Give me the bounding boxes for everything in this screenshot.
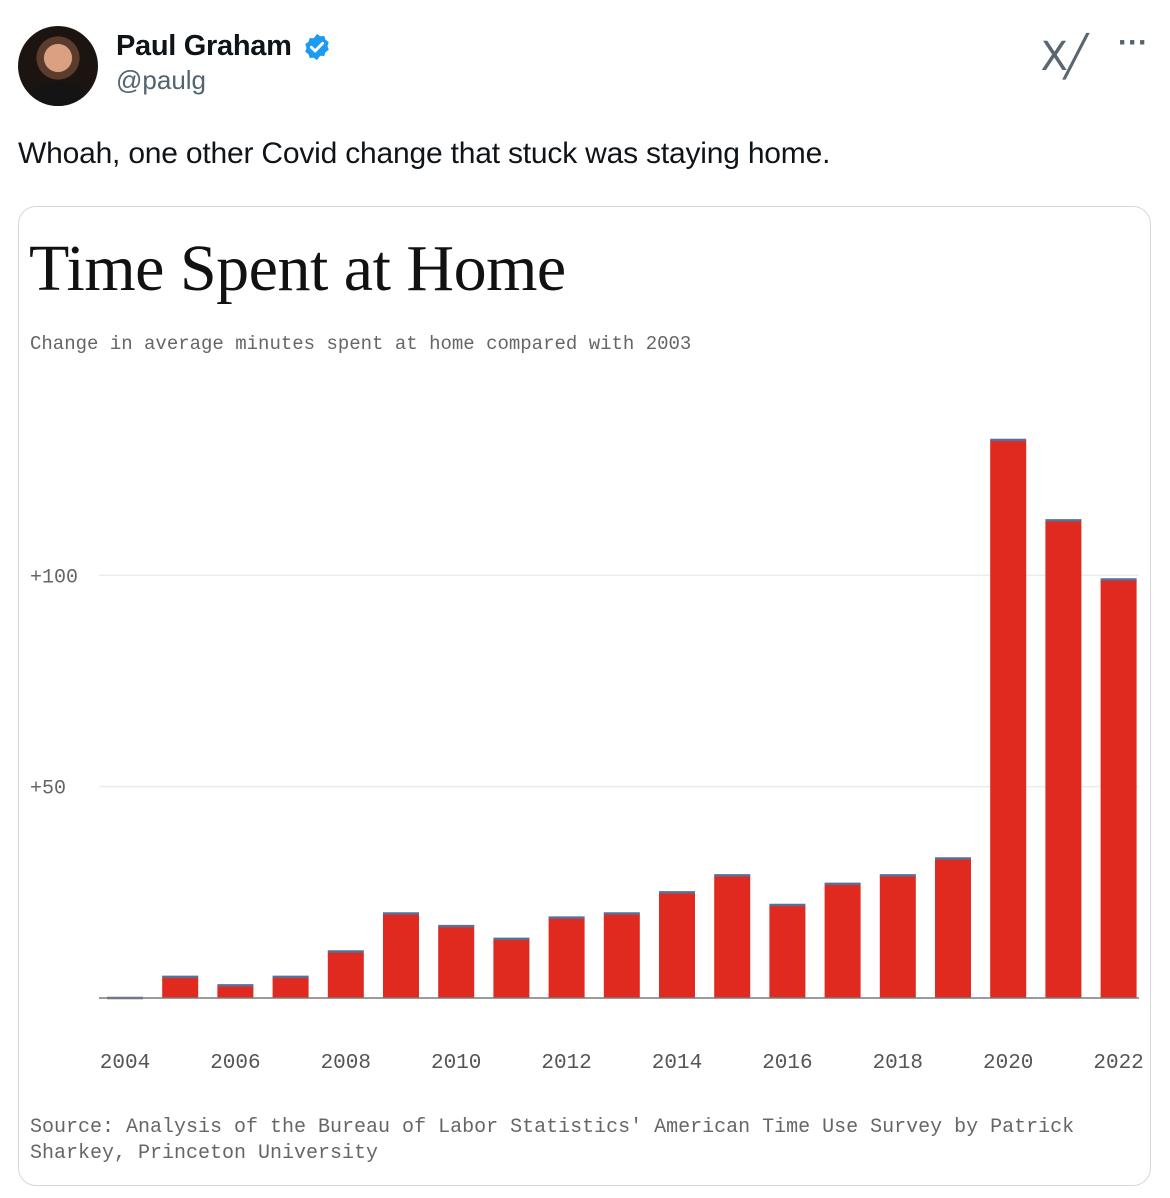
x-tick-label: 2008 [321, 1052, 371, 1075]
x-tick-label: 2016 [762, 1052, 812, 1075]
bar [659, 892, 695, 998]
x-tick-label: 2018 [873, 1052, 923, 1075]
bar [217, 985, 254, 998]
chart-title: Time Spent at Home [29, 232, 566, 305]
bar [383, 913, 419, 998]
bar [603, 913, 640, 998]
bar [548, 917, 585, 998]
y-tick-label: +100 [30, 566, 78, 589]
tweet-header: Paul Graham @paulg X╱ ··· [18, 24, 1152, 110]
verified-badge-icon [305, 33, 329, 60]
x-logo-icon[interactable]: X╱ [1040, 34, 1089, 80]
bar [493, 938, 530, 998]
bar [714, 875, 751, 998]
tweet-text: Whoah, one other Covid change that stuck… [18, 137, 831, 170]
author-handle[interactable]: @paulg [116, 65, 207, 95]
bar-chart: +50 +100 2004 2006 2008 2010 2012 2014 2016 2018 2… [30, 438, 1144, 1075]
bar [438, 926, 475, 998]
more-options-icon[interactable]: ··· [1118, 26, 1148, 59]
avatar[interactable] [18, 26, 98, 106]
bar [824, 883, 861, 998]
bar [990, 440, 1027, 998]
chart-subtitle: Change in average minutes spent at home … [30, 333, 692, 355]
x-tick-label: 2004 [100, 1052, 150, 1075]
x-tick-label: 2020 [983, 1052, 1033, 1075]
bar [327, 951, 364, 998]
author-name[interactable]: Paul Graham [116, 30, 292, 62]
x-tick-label: 2014 [652, 1052, 702, 1075]
bar [1045, 520, 1082, 998]
x-tick-label: 2022 [1093, 1052, 1143, 1075]
bar [769, 905, 806, 998]
chart-card[interactable]: Time Spent at Home Change in average min… [18, 206, 1151, 1186]
x-tick-label: 2010 [431, 1052, 481, 1075]
bar [879, 875, 916, 998]
y-tick-label: +50 [30, 778, 66, 801]
x-tick-label: 2012 [541, 1052, 591, 1075]
bar [272, 976, 309, 998]
bar [935, 858, 971, 998]
chart-source: Source: Analysis of the Bureau of Labor … [30, 1116, 1075, 1165]
bar [1100, 579, 1137, 998]
bar [162, 976, 199, 998]
author-block: Paul Graham @paulg [116, 30, 332, 96]
x-tick-label: 2006 [210, 1052, 260, 1075]
